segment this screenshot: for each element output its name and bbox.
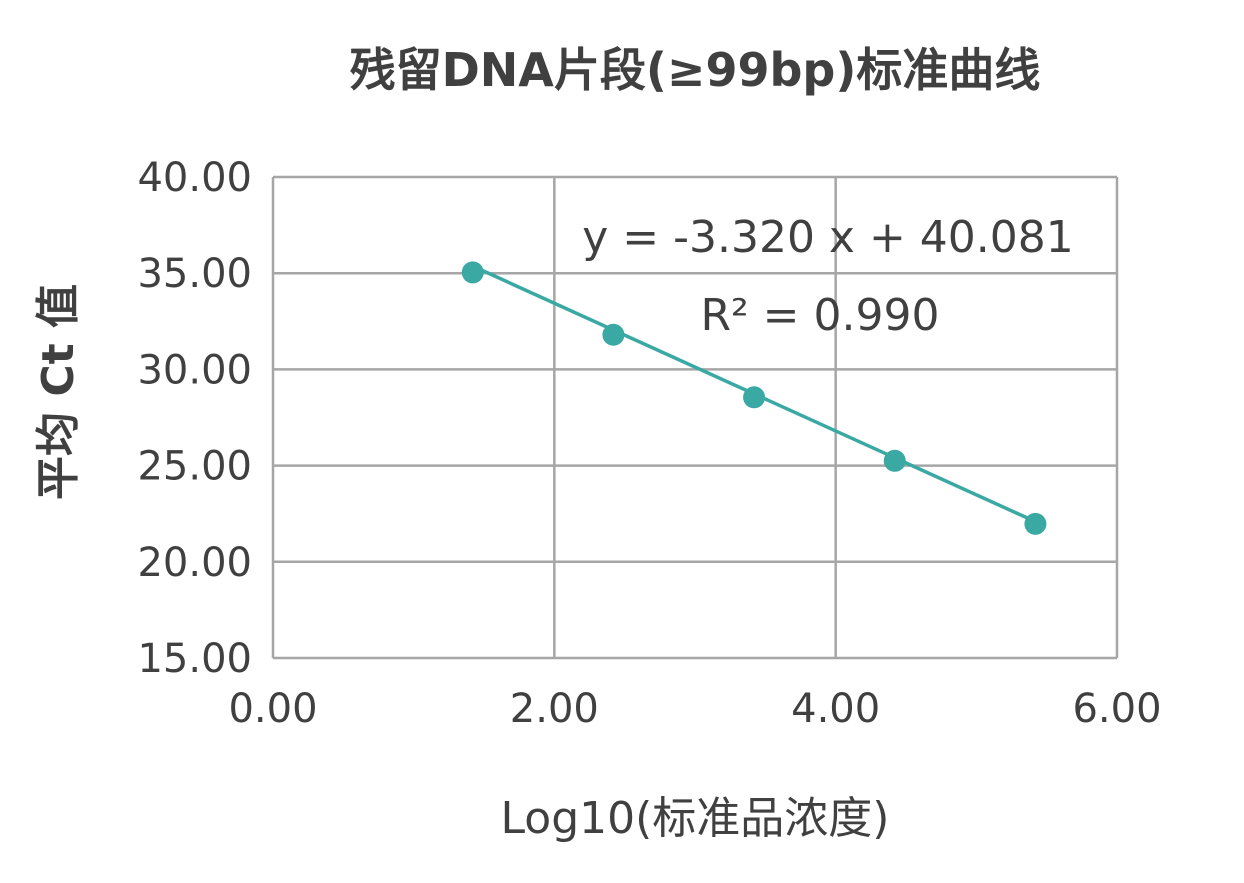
trendline-equation: y = -3.320 x + 40.081 <box>582 212 1074 263</box>
data-point-2 <box>743 386 766 409</box>
y-tick-label-5: 40.00 <box>137 155 252 201</box>
data-point-3 <box>883 449 906 472</box>
y-tick-label-1: 20.00 <box>137 540 252 586</box>
x-tick-label-0: 0.00 <box>228 686 317 732</box>
data-point-4 <box>1024 512 1047 535</box>
grid-lines <box>271 175 1119 660</box>
x-tick-label-2: 4.00 <box>791 686 880 732</box>
data-point-1 <box>602 323 625 346</box>
tick-labels: 15.00 20.00 25.00 30.00 35.00 40.00 0.00 2.00 4.… <box>137 155 1161 732</box>
x-tick-label-3: 6.00 <box>1072 686 1161 732</box>
chart-title: 残留DNA片段(≥99bp)标准曲线 <box>349 43 1041 97</box>
y-tick-label-3: 30.00 <box>137 347 252 393</box>
x-axis-label: Log10(标准品浓度) <box>500 793 890 844</box>
y-tick-label-0: 15.00 <box>137 636 252 682</box>
data-marks <box>461 261 1047 535</box>
r-squared-label: R² = 0.990 <box>700 290 939 341</box>
y-tick-label-4: 35.00 <box>137 251 252 297</box>
data-point-0 <box>461 261 484 284</box>
x-tick-label-1: 2.00 <box>510 686 599 732</box>
y-tick-label-2: 25.00 <box>137 444 252 490</box>
